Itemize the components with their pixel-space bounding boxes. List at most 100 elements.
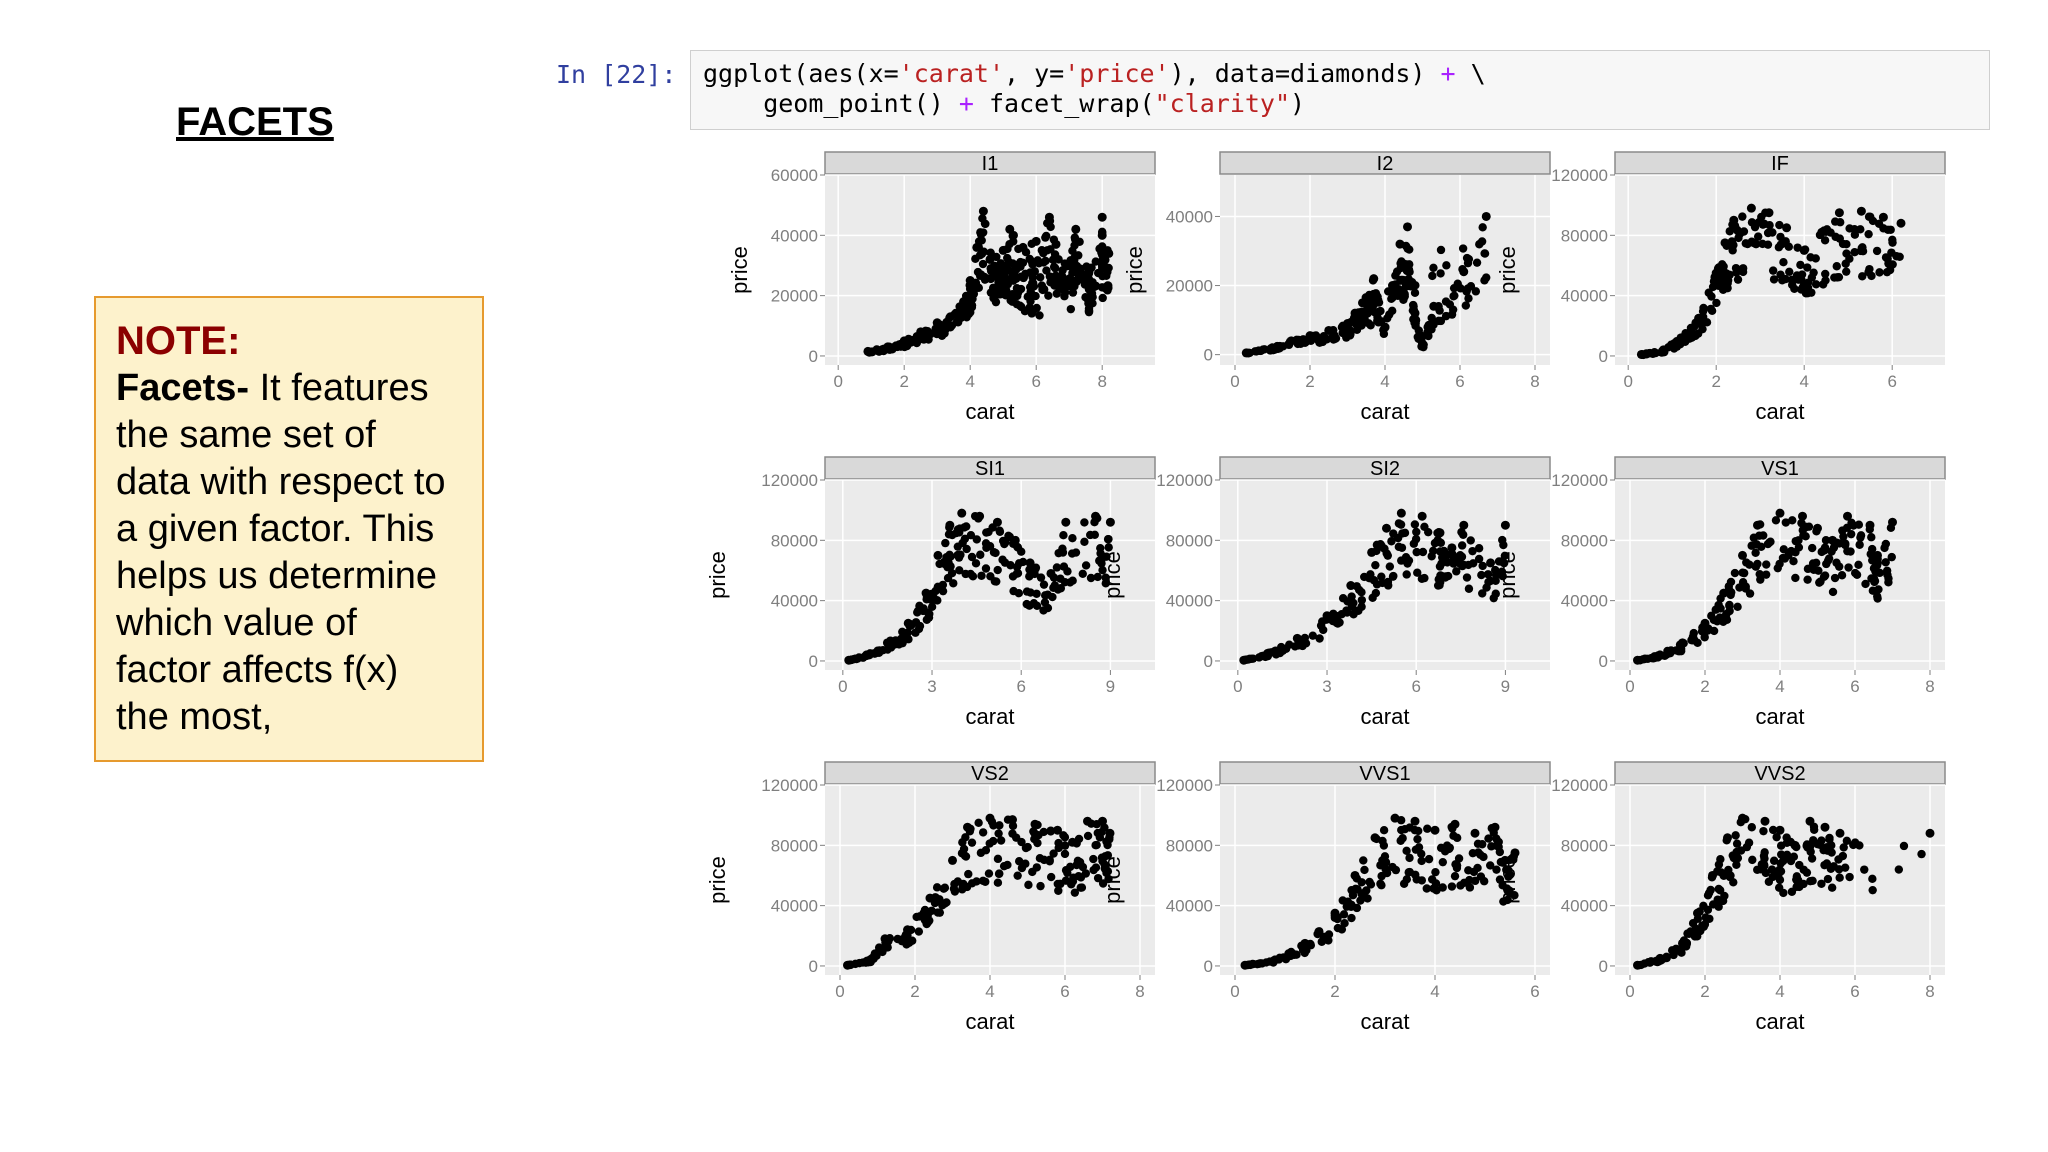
data-point [1034, 831, 1043, 840]
data-point [1480, 249, 1489, 258]
y-tick-label: 120000 [1156, 471, 1213, 490]
data-point [1881, 558, 1890, 567]
data-point [1468, 546, 1477, 556]
data-point [1457, 527, 1466, 537]
data-point [1698, 324, 1707, 334]
data-point [1894, 865, 1904, 874]
data-point [1343, 319, 1352, 329]
data-point [1348, 891, 1358, 900]
data-point [1751, 548, 1760, 558]
data-point [1045, 855, 1054, 865]
data-point [927, 602, 937, 612]
data-point [1086, 573, 1096, 583]
code-operator: + [958, 89, 974, 118]
data-point [1850, 230, 1860, 239]
data-point [1793, 243, 1802, 252]
data-point [1080, 518, 1089, 527]
data-point [1056, 574, 1065, 583]
data-point [1362, 886, 1371, 895]
data-point [1338, 594, 1348, 603]
data-point [1842, 267, 1851, 276]
data-point [933, 596, 942, 605]
data-point [1784, 242, 1794, 251]
data-point [1021, 269, 1030, 279]
data-point [1759, 531, 1768, 540]
data-point [1803, 263, 1812, 272]
data-point [1367, 547, 1377, 557]
data-point [992, 517, 1002, 527]
note-line: Facets- It features [116, 365, 462, 412]
data-point [1807, 273, 1817, 282]
code-cell[interactable]: ggplot(aes(x='carat', y='price'), data=d… [690, 50, 1990, 130]
data-point [1500, 551, 1510, 560]
data-point [1031, 564, 1040, 574]
data-point [1769, 856, 1779, 865]
data-point [1738, 264, 1748, 273]
data-point [1447, 882, 1457, 891]
data-point [1849, 521, 1858, 530]
data-point [1888, 238, 1897, 247]
data-point [1768, 228, 1777, 237]
data-point [1412, 547, 1421, 557]
data-point [989, 836, 998, 846]
data-point [1775, 875, 1785, 885]
data-point [1093, 873, 1103, 883]
y-tick-label: 40000 [1561, 592, 1608, 611]
x-tick-label: 2 [1305, 372, 1314, 391]
data-point [972, 535, 981, 544]
x-tick-label: 4 [1799, 372, 1808, 391]
data-point [972, 242, 982, 252]
data-point [1729, 215, 1739, 225]
note-line: factor affects f(x) [116, 649, 399, 691]
facet-panel: SI2 0 40000 80000 120000 0 3 6 9 carat price [1100, 456, 1551, 729]
facet-panel: VVS2 0 40000 80000 120000 0 2 4 6 8 carat price [1495, 761, 1946, 1034]
y-tick-label: 80000 [1561, 531, 1608, 550]
data-point [1868, 874, 1877, 884]
data-point [1845, 254, 1854, 263]
data-point [957, 849, 967, 858]
data-point [1046, 826, 1055, 835]
data-point [958, 538, 967, 548]
data-point [1707, 611, 1716, 621]
data-point [1474, 554, 1484, 564]
data-point [1317, 937, 1326, 946]
data-point [1864, 229, 1873, 239]
data-point [1753, 865, 1762, 874]
x-tick-label: 8 [1530, 372, 1539, 391]
data-point [963, 822, 972, 832]
data-point [1481, 211, 1491, 221]
data-point [1821, 269, 1830, 279]
data-point [1733, 602, 1742, 612]
data-point [1013, 871, 1022, 880]
data-point [1495, 875, 1505, 884]
data-point [1013, 542, 1022, 552]
data-point [962, 522, 971, 531]
data-point [1025, 254, 1034, 264]
note-line: the same set of [116, 414, 376, 456]
data-point [1254, 346, 1263, 355]
data-point [959, 297, 969, 307]
y-axis-title: price [705, 551, 730, 599]
data-point [946, 323, 955, 332]
data-point [1888, 517, 1897, 527]
data-point [874, 347, 884, 356]
code-token: geom_point() [703, 89, 959, 118]
data-point [1031, 291, 1040, 301]
data-point [1098, 879, 1108, 888]
data-point [1400, 824, 1410, 834]
data-point [1758, 220, 1768, 229]
data-point [1001, 291, 1010, 300]
data-point [1725, 270, 1734, 280]
y-tick-label: 40000 [771, 592, 818, 611]
data-point [1774, 243, 1784, 252]
data-point [1366, 321, 1375, 330]
data-point [1018, 557, 1028, 567]
data-point [1856, 206, 1866, 216]
data-point [1732, 860, 1741, 870]
data-point [1827, 883, 1837, 892]
data-point [1817, 227, 1827, 237]
data-point [904, 938, 914, 947]
code-token: ggplot(aes(x= [703, 59, 899, 88]
data-point [922, 615, 932, 624]
data-point [1410, 308, 1420, 318]
